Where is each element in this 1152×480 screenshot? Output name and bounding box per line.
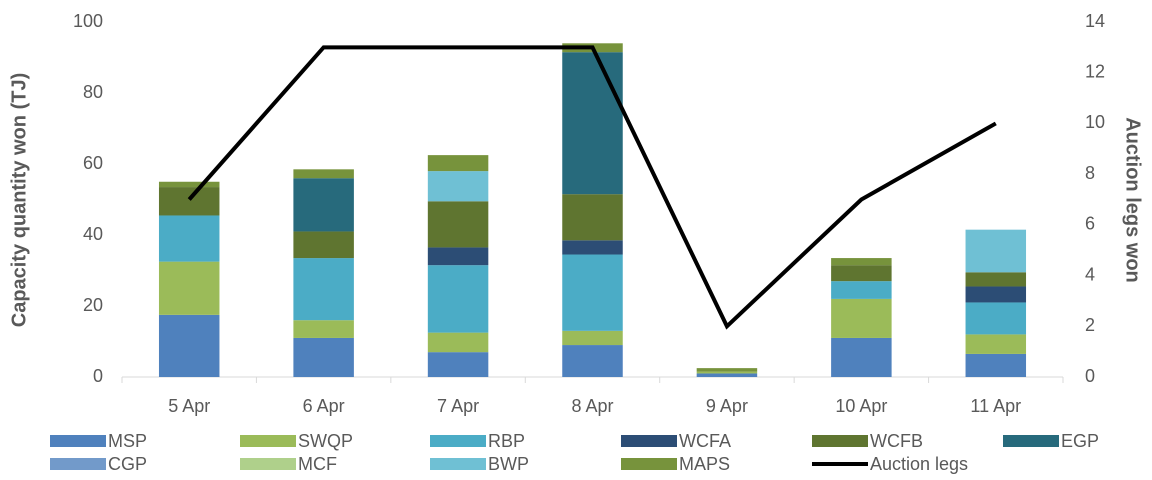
bar-segment	[158, 181, 220, 188]
legend: MSP SWQP RBP WCFA WCFB EGP CGP MCF BWP MAPS Auctio…	[50, 431, 1099, 474]
x-tick-label: 5 Apr	[168, 396, 210, 416]
y2-tick-label: 8	[1085, 163, 1095, 183]
y2-tick-label: 4	[1085, 264, 1095, 284]
bar-segment	[427, 155, 489, 172]
y2-tick-label: 12	[1085, 61, 1105, 81]
bar-segment	[427, 265, 489, 333]
x-tick-label: 11 Apr	[970, 396, 1021, 416]
bar-segment	[562, 330, 623, 346]
legend-label: CGP	[108, 454, 147, 474]
bar-segment	[965, 229, 1027, 273]
bar-segment	[696, 368, 758, 372]
bar-segment	[965, 272, 1027, 287]
y-tick-label: 100	[73, 11, 103, 31]
bar-segment	[831, 265, 892, 282]
y2-tick-label: 0	[1085, 366, 1095, 386]
legend-label: Auction legs	[870, 454, 968, 474]
bar-segment	[293, 169, 354, 179]
bar-segment	[696, 371, 758, 374]
y2-axis-title: Auction legs won	[1122, 117, 1144, 283]
legend-label: MCF	[298, 454, 337, 474]
bar-segment	[562, 345, 623, 377]
legend-swatch	[50, 435, 106, 447]
bar-segment	[562, 52, 623, 195]
legend-label: EGP	[1061, 431, 1099, 451]
x-tick-label: 6 Apr	[303, 396, 345, 416]
legend-label: MSP	[108, 431, 147, 451]
x-tick-label: 7 Apr	[437, 396, 479, 416]
x-tick-label: 8 Apr	[571, 396, 613, 416]
bar-segment	[965, 353, 1027, 377]
bar-segment	[293, 320, 354, 338]
legend-swatch	[621, 435, 677, 447]
bar-segment	[158, 261, 220, 315]
legend-swatch	[621, 458, 677, 470]
y-axis-title: Capacity quantity won (TJ)	[8, 73, 30, 327]
bar-segment	[965, 286, 1027, 303]
bar-segment	[427, 332, 489, 353]
y-tick-label: 0	[93, 366, 103, 386]
bar-segment	[427, 352, 489, 377]
bar-segment	[965, 302, 1027, 335]
bar-segment	[158, 187, 220, 216]
bar-segment	[158, 314, 220, 377]
legend-label: RBP	[488, 431, 525, 451]
bar-segment	[562, 194, 623, 241]
bar-segment	[293, 178, 354, 232]
y-tick-label: 20	[83, 295, 103, 315]
bar-segment	[831, 281, 892, 299]
bar-segment	[562, 254, 623, 331]
legend-swatch	[430, 458, 486, 470]
bar-segment	[562, 240, 623, 255]
bar-segment	[831, 298, 892, 338]
bar-segment	[293, 337, 354, 377]
legend-swatch	[50, 458, 106, 470]
y-tick-label: 80	[83, 82, 103, 102]
bar-segment	[293, 231, 354, 259]
bar-segment	[427, 201, 489, 248]
bar-segment	[293, 258, 354, 321]
y-tick-label: 60	[83, 153, 103, 173]
bar-segment	[965, 334, 1027, 354]
bar-segment	[831, 258, 892, 266]
y2-tick-label: 14	[1085, 11, 1105, 31]
y2-tick-label: 6	[1085, 214, 1095, 234]
legend-swatch	[240, 435, 296, 447]
legend-swatch	[430, 435, 486, 447]
legend-swatch	[240, 458, 296, 470]
legend-swatch	[1003, 435, 1059, 447]
bar-segment	[427, 171, 489, 202]
line-series	[187, 45, 997, 330]
y2-tick-label: 2	[1085, 315, 1095, 335]
legend-swatch	[812, 435, 868, 447]
y-tick-label: 40	[83, 224, 103, 244]
y2-tick-label: 10	[1085, 112, 1105, 132]
bar-segment	[696, 373, 758, 377]
legend-label: BWP	[488, 454, 529, 474]
bar-segment	[427, 247, 489, 266]
bar-segment	[158, 215, 220, 262]
legend-label: SWQP	[298, 431, 353, 451]
x-tick-label: 10 Apr	[835, 396, 887, 416]
bar-segment	[831, 337, 892, 377]
legend-label: WCFA	[679, 431, 731, 451]
x-tick-label: 9 Apr	[706, 396, 748, 416]
legend-label: WCFB	[870, 431, 923, 451]
legend-label: MAPS	[679, 454, 730, 474]
